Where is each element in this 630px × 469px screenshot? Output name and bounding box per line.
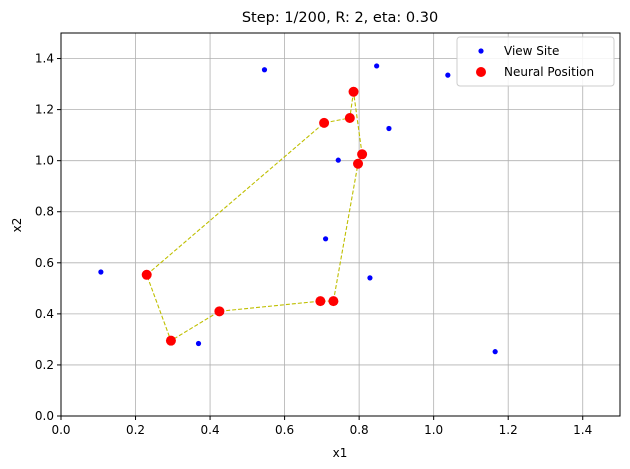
neural-position-point xyxy=(165,335,176,346)
neural-position-point xyxy=(214,306,225,317)
x-tick-label: 1.0 xyxy=(424,423,443,437)
x-tick-label: 1.4 xyxy=(573,423,592,437)
view-site-point xyxy=(261,67,268,73)
neural-position-point xyxy=(344,113,355,124)
neural-position-point xyxy=(315,296,326,307)
y-axis-label: x2 xyxy=(10,218,24,233)
view-site-point xyxy=(98,269,104,275)
x-tick-label: 0.8 xyxy=(350,423,369,437)
x-tick-label: 1.2 xyxy=(499,423,518,437)
y-tick-label: 1.4 xyxy=(35,52,54,66)
legend-marker-neural-position xyxy=(476,67,486,77)
plot-frame xyxy=(60,32,621,417)
legend-marker-view-site xyxy=(478,48,484,54)
legend-label-neural-position: Neural Position xyxy=(504,65,594,79)
neural-position-point xyxy=(348,86,359,97)
y-tick-label: 1.0 xyxy=(35,154,54,168)
y-tick-label: 0.0 xyxy=(35,409,54,423)
y-tick-label: 0.2 xyxy=(35,358,54,372)
data-points xyxy=(98,63,498,355)
legend-box xyxy=(456,36,615,87)
view-site-point xyxy=(386,125,392,132)
x-tick-label: 0.0 xyxy=(51,423,70,437)
axis-ticks: 0.0 0.2 0.4 0.6 0.8 1.0 1.2 1.4 0.0 0.2 0.4 0.6 0.8 1… xyxy=(35,52,592,437)
y-tick-label: 1.2 xyxy=(35,103,54,117)
neural-path xyxy=(146,91,363,342)
neural-position-point xyxy=(141,269,152,280)
view-site-point xyxy=(492,349,498,355)
x-tick-label: 0.6 xyxy=(275,423,294,437)
neural-position-point xyxy=(357,149,368,160)
y-tick-label: 0.4 xyxy=(35,307,54,321)
legend: View Site Neural Position xyxy=(456,36,615,87)
x-axis-label: x1 xyxy=(333,446,348,460)
view-site-point xyxy=(367,275,373,281)
neural-path-line xyxy=(146,91,363,342)
neural-position-point xyxy=(328,296,339,307)
chart-title: Step: 1/200, R: 2, eta: 0.30 xyxy=(242,10,438,26)
x-tick-label: 0.4 xyxy=(201,423,220,437)
grid-lines xyxy=(60,33,620,417)
legend-label-view-site: View Site xyxy=(504,44,559,58)
x-tick-label: 0.2 xyxy=(126,423,145,437)
view-site-point xyxy=(322,236,329,242)
y-tick-label: 0.8 xyxy=(35,205,54,219)
neural-position-point xyxy=(319,117,330,128)
view-site-point xyxy=(445,72,451,78)
y-tick-label: 0.6 xyxy=(35,256,54,270)
view-site-point xyxy=(195,340,202,347)
neural-position-point xyxy=(353,158,364,169)
view-site-point xyxy=(374,63,380,69)
view-site-point xyxy=(335,157,341,163)
